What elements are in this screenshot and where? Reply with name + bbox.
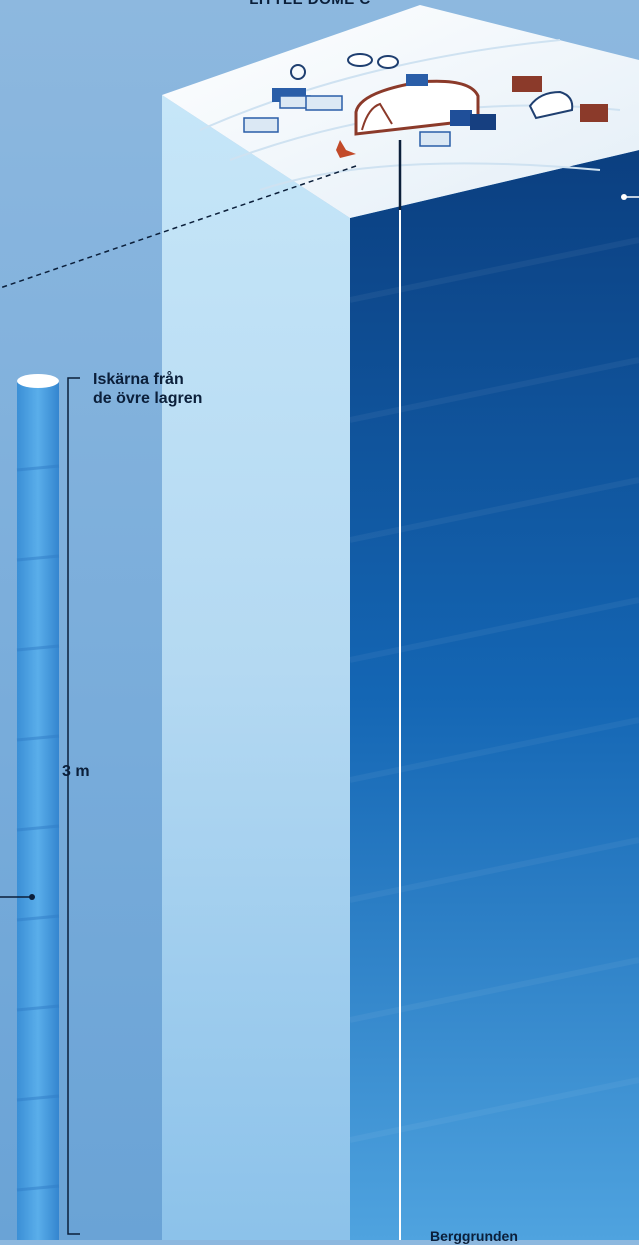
- ice-core-label-line2: de övre lagren: [93, 390, 203, 408]
- ice-core-label-line1: Iskärna från: [93, 371, 184, 388]
- drill-tower-icon: [336, 140, 356, 158]
- ice-block-front-face: [162, 95, 350, 1240]
- ice-core-label: Iskärna från de övre lagren: [93, 370, 293, 408]
- core-length-label: 3 m: [62, 763, 90, 780]
- ice-layers: [349, 237, 639, 1143]
- length-bracket: [67, 377, 80, 1235]
- ice-core-cylinder: [16, 374, 60, 1240]
- research-camp: [243, 53, 608, 158]
- ice-block-side-face: [350, 150, 639, 1240]
- site-title: LITTLE DOME C: [190, 0, 430, 9]
- bedrock-label: Berggrunden: [430, 1228, 518, 1244]
